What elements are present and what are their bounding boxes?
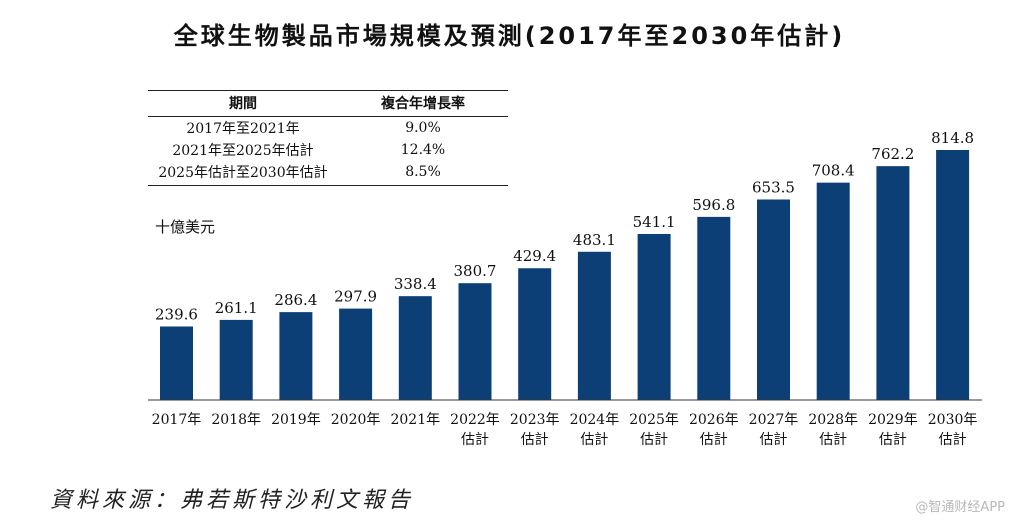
source-note: 資料來源：弗若斯特沙利文報告 (50, 488, 415, 513)
bar-value-label: 541.1 (633, 213, 676, 231)
table-row: 2025年估計至2030年估計 8.5% (148, 161, 508, 186)
bar (339, 308, 373, 400)
table-row: 2017年至2021年 9.0% (148, 117, 508, 140)
bar (637, 233, 671, 400)
x-tick-label: 2029年 (868, 412, 918, 428)
bar (697, 216, 731, 400)
bar (577, 251, 611, 400)
bar (757, 199, 790, 400)
x-tick-label: 估計 (939, 432, 967, 448)
x-tick-label: 估計 (580, 432, 608, 448)
x-tick-label: 估計 (700, 432, 728, 448)
x-tick-label: 2030年 (928, 412, 978, 428)
bar (816, 182, 850, 400)
bar-value-label: 653.5 (752, 178, 795, 196)
bar-value-label: 708.4 (812, 162, 855, 180)
x-tick-label: 估計 (760, 432, 788, 448)
cagr-rate-cell: 9.0% (405, 120, 441, 136)
x-tick-label: 2022年 (450, 412, 500, 428)
x-tick-label: 估計 (521, 432, 549, 448)
x-tick-label: 估計 (879, 432, 907, 448)
chart-title: 全球生物製品市場規模及預測(2017年至2030年估計) (173, 22, 846, 50)
cagr-period-cell: 2017年至2021年 (186, 121, 300, 137)
bar (518, 268, 552, 400)
y-unit-label: 十億美元 (155, 218, 216, 236)
bar-value-label: 483.1 (573, 231, 616, 249)
bar-value-label: 286.4 (274, 291, 317, 309)
x-tick-label: 估計 (640, 432, 668, 448)
bar (936, 150, 970, 400)
x-tick-label: 2021年 (390, 412, 440, 428)
bar-value-label: 814.8 (931, 129, 974, 147)
x-tick-label: 2028年 (808, 412, 858, 428)
cagr-header-rate: 複合年增長率 (338, 90, 508, 117)
x-tick-label: 2026年 (689, 412, 739, 428)
x-tick-label: 2018年 (211, 412, 261, 428)
bar (398, 296, 432, 400)
x-tick-label: 2027年 (749, 412, 799, 428)
x-tick-label: 2019年 (271, 412, 321, 428)
bar (279, 312, 313, 400)
bar-value-label: 429.4 (513, 247, 556, 265)
bar-value-label: 261.1 (215, 299, 258, 317)
cagr-rate-cell: 12.4% (400, 142, 446, 158)
x-tick-label: 估計 (461, 432, 489, 448)
watermark: @智通财经APP (915, 500, 1005, 515)
bar-value-label: 338.4 (394, 275, 437, 293)
x-tick-label: 2017年 (152, 412, 202, 428)
bar (219, 319, 253, 400)
bar (876, 166, 910, 400)
bar (458, 283, 492, 400)
bar-value-label: 380.7 (454, 262, 497, 280)
x-tick-label: 2025年 (629, 412, 679, 428)
cagr-header-period: 期間 (148, 90, 338, 117)
cagr-period-cell: 2025年估計至2030年估計 (148, 161, 338, 186)
x-tick-label: 2020年 (331, 412, 381, 428)
cagr-period-cell: 2021年至2025年估計 (172, 143, 314, 159)
x-tick-label: 2023年 (510, 412, 560, 428)
bar-value-label: 239.6 (155, 305, 198, 323)
x-tick-label: 2024年 (570, 412, 620, 428)
table-row: 2021年至2025年估計 12.4% (148, 139, 508, 161)
cagr-rate-cell: 8.5% (338, 161, 508, 186)
bar-value-label: 762.2 (871, 145, 914, 163)
cagr-table: 期間 複合年增長率 2017年至2021年 9.0% 2021年至2025年估計… (148, 90, 508, 186)
x-tick-label: 估計 (819, 432, 847, 448)
bar (160, 326, 193, 400)
bar-chart: 239.6 2017年 261.1 2018年 286.4 2019年 297.9 2020年… (148, 129, 982, 448)
bar-value-label: 297.9 (334, 288, 377, 306)
cagr-table-header-row: 期間 複合年增長率 (148, 90, 508, 117)
bar-value-label: 596.8 (692, 196, 735, 214)
